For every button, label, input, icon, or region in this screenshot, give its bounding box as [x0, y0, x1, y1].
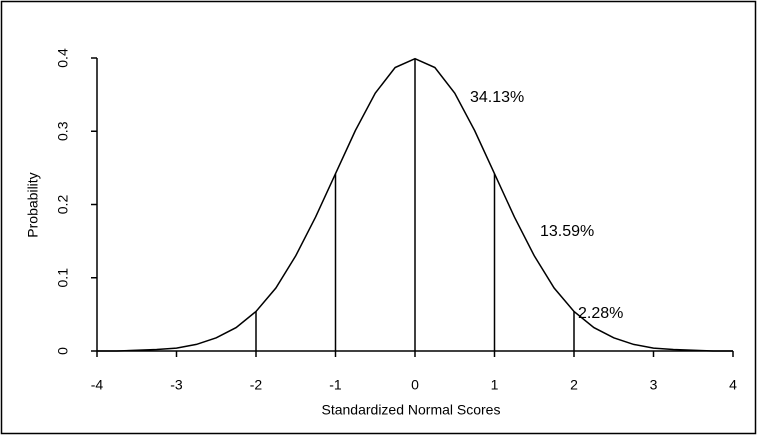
- x-tick-label: -1: [329, 377, 342, 393]
- annotation: 34.13%: [470, 89, 524, 106]
- x-tick-label: -4: [91, 377, 104, 393]
- y-tick-label: 0.1: [55, 268, 71, 288]
- x-tick-label: 1: [491, 377, 499, 393]
- y-axis-label: Probability: [25, 172, 41, 237]
- y-tick-label: 0: [55, 347, 71, 355]
- annotation: 2.28%: [578, 305, 623, 322]
- y-tick-label: 0.4: [55, 48, 71, 68]
- x-tick-label: -3: [170, 377, 183, 393]
- x-tick-label: 3: [650, 377, 658, 393]
- x-axis-label: Standardized Normal Scores: [322, 402, 501, 418]
- y-tick-label: 0.2: [55, 195, 71, 215]
- x-tick-label: -2: [250, 377, 263, 393]
- x-tick-label: 2: [570, 377, 578, 393]
- x-tick-label: 4: [729, 377, 737, 393]
- x-tick-label: 0: [411, 377, 419, 393]
- annotation: 13.59%: [540, 223, 594, 240]
- y-tick-label: 0.3: [55, 121, 71, 141]
